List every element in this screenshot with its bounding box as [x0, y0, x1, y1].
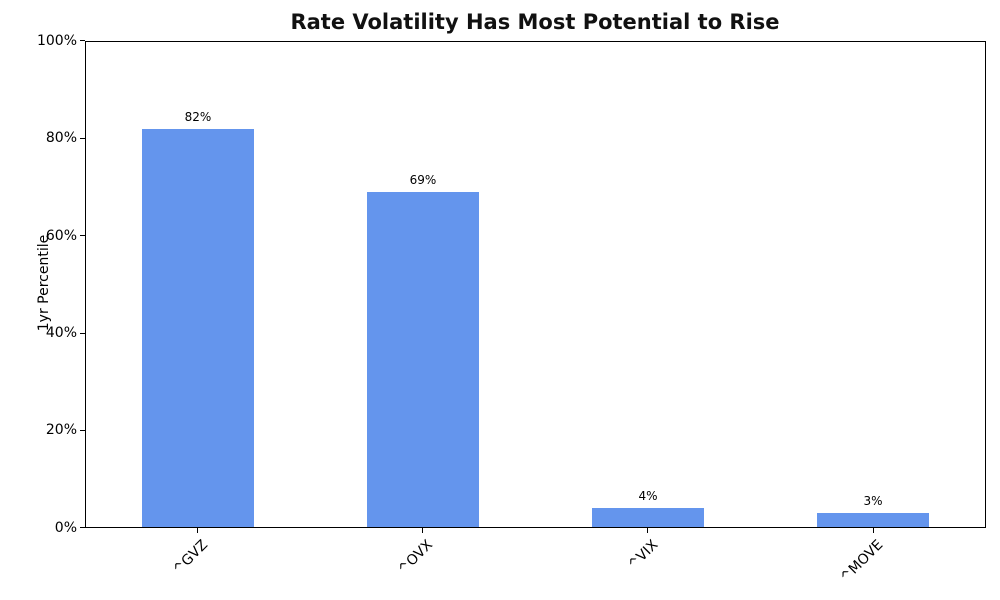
ytick-mark — [80, 430, 85, 431]
bar-ovx — [367, 192, 479, 527]
chart-title: Rate Volatility Has Most Potential to Ri… — [290, 10, 780, 34]
ytick-label-100: 100% — [36, 33, 77, 49]
xtick-label-ovx: ^OVX — [395, 537, 437, 578]
bar-value-label: 4% — [638, 488, 658, 503]
bar-group-ovx: 69% — [367, 173, 479, 527]
bar-vix — [592, 507, 704, 527]
ytick-label-20: 20% — [45, 422, 77, 438]
xtick-mark — [197, 528, 198, 533]
xtick-mark — [422, 528, 423, 533]
xtick-mark — [647, 528, 648, 533]
bar-group-move: 3% — [817, 493, 929, 527]
xtick-label-move: ^MOVE — [837, 537, 887, 586]
ytick-label-40: 40% — [45, 325, 77, 341]
bar-gvz — [142, 129, 254, 527]
bar-value-label: 82% — [184, 110, 212, 125]
bar-value-label: 3% — [863, 493, 883, 508]
xtick-label-vix: ^VIX — [625, 537, 662, 574]
ytick-mark — [80, 40, 85, 41]
ytick-label-80: 80% — [45, 130, 77, 146]
bar-group-vix: 4% — [592, 489, 704, 527]
bar-group-gvz: 82% — [142, 110, 254, 527]
xtick-label-gvz: ^GVZ — [170, 537, 212, 578]
ytick-mark — [80, 333, 85, 334]
ytick-mark — [80, 235, 85, 236]
bar-value-label: 69% — [409, 173, 437, 188]
xtick-mark — [873, 528, 874, 533]
ytick-mark — [80, 138, 85, 139]
ytick-label-0: 0% — [54, 520, 77, 536]
ytick-label-60: 60% — [45, 228, 77, 244]
bar-move — [817, 512, 929, 527]
plot-area: 82% 69% 4% 3% — [85, 41, 986, 528]
ytick-mark — [80, 527, 85, 528]
